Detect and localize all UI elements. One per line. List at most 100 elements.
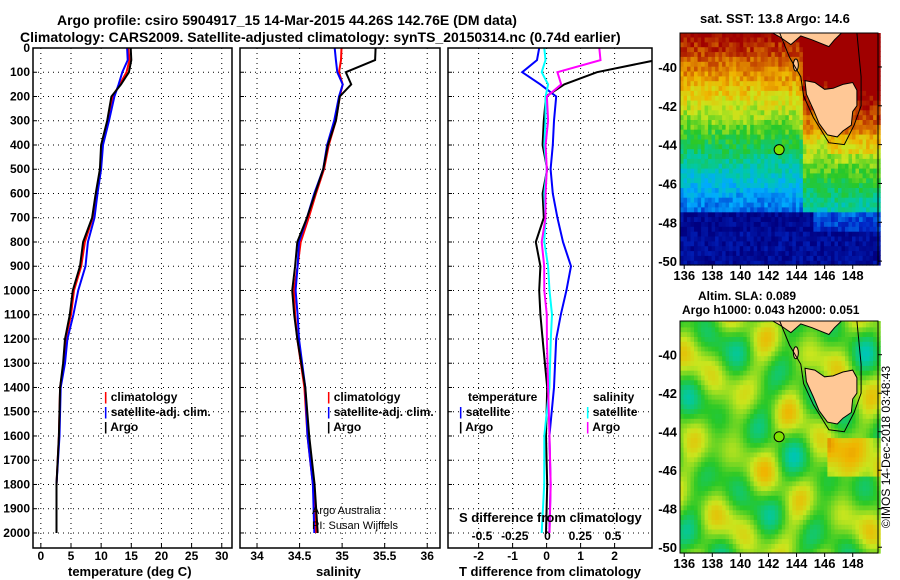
- map-cell: [736, 394, 741, 400]
- map-cell: [701, 346, 706, 352]
- map-cell: [862, 216, 867, 222]
- map-cell: [729, 423, 734, 429]
- map-cell: [697, 33, 702, 38]
- map-cell: [683, 56, 688, 62]
- map-cell: [704, 66, 709, 72]
- map-cell: [694, 46, 699, 53]
- map-cell: [816, 138, 821, 145]
- map-cell: [795, 370, 800, 376]
- map-cell: [683, 231, 688, 237]
- map-cell: [718, 138, 723, 145]
- map-cell: [760, 427, 765, 434]
- map-cell: [680, 114, 685, 120]
- map-cell: [683, 418, 688, 424]
- map-cell: [799, 423, 804, 429]
- map-cell: [809, 418, 814, 424]
- map-cell: [722, 418, 727, 424]
- map-cell: [845, 36, 850, 43]
- map-cell: [711, 240, 716, 247]
- map-cell: [743, 399, 748, 405]
- map-cell: [820, 480, 825, 487]
- map-cell: [697, 56, 702, 62]
- map-cell: [708, 466, 713, 472]
- map-cell: [873, 250, 878, 256]
- map-cell: [820, 245, 825, 252]
- map-cell: [746, 466, 751, 472]
- map-cell: [687, 370, 692, 376]
- map-cell: [792, 216, 797, 222]
- map-cell: [753, 538, 758, 544]
- map-cell: [697, 148, 702, 154]
- map-cell: [774, 456, 779, 463]
- map-cell: [711, 70, 716, 77]
- map-cell: [799, 182, 804, 188]
- map-cell: [683, 509, 688, 516]
- map-cell: [690, 211, 695, 218]
- map-cell: [855, 197, 860, 203]
- map-cell: [729, 418, 734, 424]
- x-tick-label: 30: [215, 549, 229, 563]
- map-cell: [743, 33, 748, 38]
- map-cell: [736, 66, 741, 72]
- map-cell: [725, 66, 730, 72]
- map-cell: [781, 365, 786, 371]
- map-cell: [760, 360, 765, 366]
- map-cell: [729, 109, 734, 116]
- map-cell: [711, 374, 716, 381]
- map-cell: [746, 355, 751, 362]
- map-cell: [760, 46, 765, 53]
- map-cell: [708, 36, 713, 43]
- map-cell: [852, 51, 857, 57]
- map-cell: [683, 216, 688, 222]
- map-cell: [788, 95, 793, 101]
- map-cell: [736, 240, 741, 247]
- map-cell: [704, 543, 709, 549]
- map-cell: [774, 235, 779, 242]
- map-cell: [743, 70, 748, 77]
- map-cell: [876, 206, 881, 213]
- map-cell: [736, 413, 741, 419]
- map-cell: [760, 197, 765, 203]
- map-cell: [866, 100, 871, 106]
- map-cell: [802, 114, 807, 120]
- map-cell: [873, 114, 878, 120]
- map-cell: [718, 485, 723, 491]
- map-cell: [806, 75, 811, 82]
- map-cell: [802, 500, 807, 506]
- map-cell: [743, 524, 748, 530]
- map-cell: [834, 41, 839, 48]
- map-cell: [834, 153, 839, 159]
- map-cell: [687, 75, 692, 82]
- map-cell: [855, 138, 860, 145]
- map-cell: [820, 255, 825, 261]
- map-cell: [873, 124, 878, 130]
- map-cell: [697, 437, 702, 443]
- map-cell: [690, 104, 695, 111]
- map-cell: [718, 245, 723, 252]
- map-cell: [813, 41, 818, 48]
- map-cell: [767, 427, 772, 434]
- map-cell: [799, 109, 804, 116]
- map-cell: [715, 61, 720, 67]
- map-cell: [785, 66, 790, 72]
- map-cell: [729, 509, 734, 516]
- map-cell: [760, 85, 765, 91]
- map-cell: [680, 336, 685, 342]
- map-cell: [774, 326, 779, 333]
- map-cell: [736, 129, 741, 135]
- map-cell: [757, 543, 762, 549]
- map-cell: [715, 124, 720, 130]
- map-cell: [764, 543, 769, 549]
- map-cell: [690, 119, 695, 125]
- map-cell: [711, 538, 716, 544]
- map-cell: [862, 109, 867, 116]
- king-island-land: [792, 58, 799, 72]
- map-cell: [778, 36, 783, 43]
- map-cell: [869, 211, 874, 218]
- map-cell: [813, 346, 818, 352]
- map-cell: [778, 90, 783, 96]
- map-cell: [795, 533, 800, 540]
- map-cell: [739, 408, 744, 414]
- map-cell: [809, 524, 814, 530]
- map-cell: [855, 163, 860, 169]
